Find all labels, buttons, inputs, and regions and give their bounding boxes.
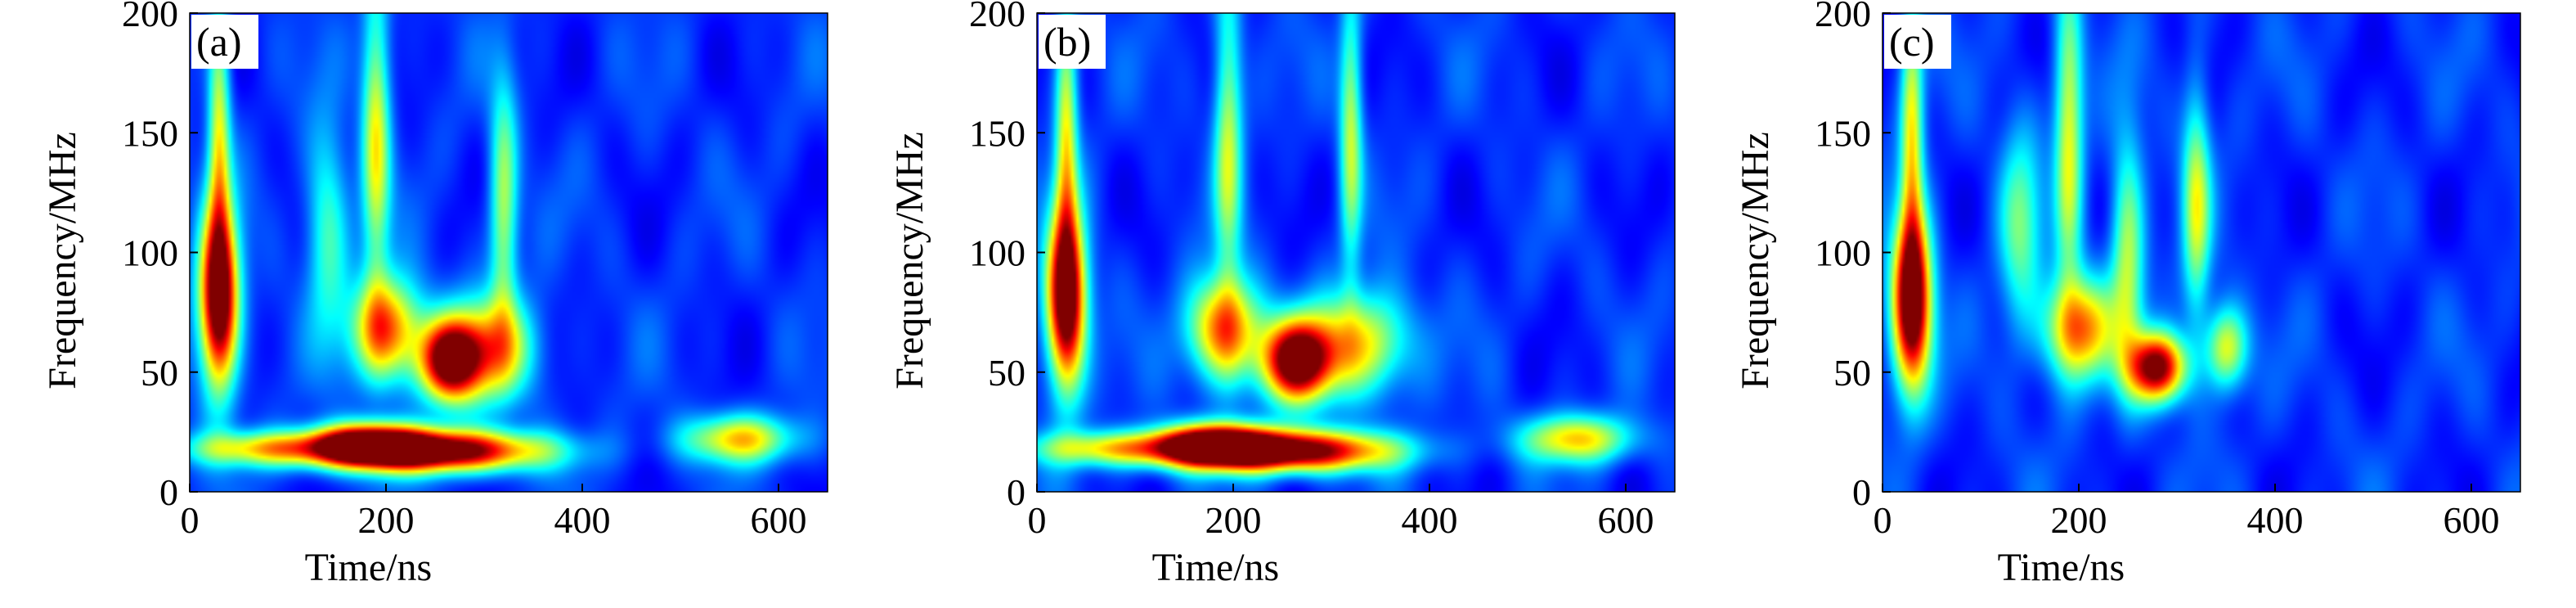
y-tick-label: 50 <box>141 352 178 394</box>
x-tick-label: 600 <box>2444 499 2500 541</box>
spectrogram-panel-b: 0 200 400 600 0 50 100 150 200 Time/ns Frequency/M… <box>888 0 1676 589</box>
y-axis-label: Frequency/MHz <box>1734 132 1777 390</box>
x-tick-label: 400 <box>554 499 611 541</box>
heatmap-image <box>1037 13 1675 492</box>
y-tick-label: 150 <box>1815 112 1871 154</box>
x-tick-label: 200 <box>2051 499 2107 541</box>
x-tick-label: 0 <box>1028 499 1047 541</box>
heatmap-image <box>190 13 828 492</box>
panel-tag-box <box>1884 15 1951 69</box>
y-tick-label: 50 <box>988 352 1025 394</box>
x-tick-label: 600 <box>1598 499 1654 541</box>
x-axis-label: Time/ns <box>1998 546 2125 589</box>
spectrogram-panel-a: 0 200 400 600 0 50 100 150 200 Time/ns Frequency/M… <box>41 0 828 589</box>
spectrogram-panel-c: 0 200 400 600 0 50 100 150 200 Time/ns Frequency/M… <box>1734 0 2521 589</box>
y-tick-label: 100 <box>1815 232 1871 274</box>
x-tick-label: 200 <box>1205 499 1262 541</box>
panel-tag-box <box>1039 15 1106 69</box>
x-tick-label: 400 <box>2247 499 2304 541</box>
panel-tag: (c) <box>1889 19 1935 65</box>
y-tick-label: 200 <box>122 0 178 34</box>
y-axis-label: Frequency/MHz <box>888 132 931 390</box>
x-tick-label: 600 <box>751 499 807 541</box>
y-tick-label: 100 <box>122 232 178 274</box>
x-tick-label: 0 <box>181 499 200 541</box>
y-tick-label: 150 <box>122 112 178 154</box>
y-tick-label: 0 <box>159 471 178 513</box>
x-tick-label: 400 <box>1402 499 1458 541</box>
x-axis-label: Time/ns <box>1152 546 1280 589</box>
y-tick-label: 150 <box>969 112 1025 154</box>
y-tick-label: 0 <box>1852 471 1871 513</box>
panel-tag: (a) <box>196 19 242 65</box>
x-axis-label: Time/ns <box>305 546 433 589</box>
y-tick-label: 100 <box>969 232 1025 274</box>
y-tick-label: 200 <box>1815 0 1871 34</box>
panel-tag-box <box>191 15 258 69</box>
y-axis-label: Frequency/MHz <box>41 132 84 390</box>
y-tick-label: 200 <box>969 0 1025 34</box>
x-tick-label: 200 <box>358 499 415 541</box>
y-tick-label: 50 <box>1833 352 1871 394</box>
y-tick-label: 0 <box>1007 471 1025 513</box>
panel-tag: (b) <box>1043 19 1091 65</box>
x-tick-label: 0 <box>1874 499 1892 541</box>
heatmap-image <box>1883 13 2520 492</box>
